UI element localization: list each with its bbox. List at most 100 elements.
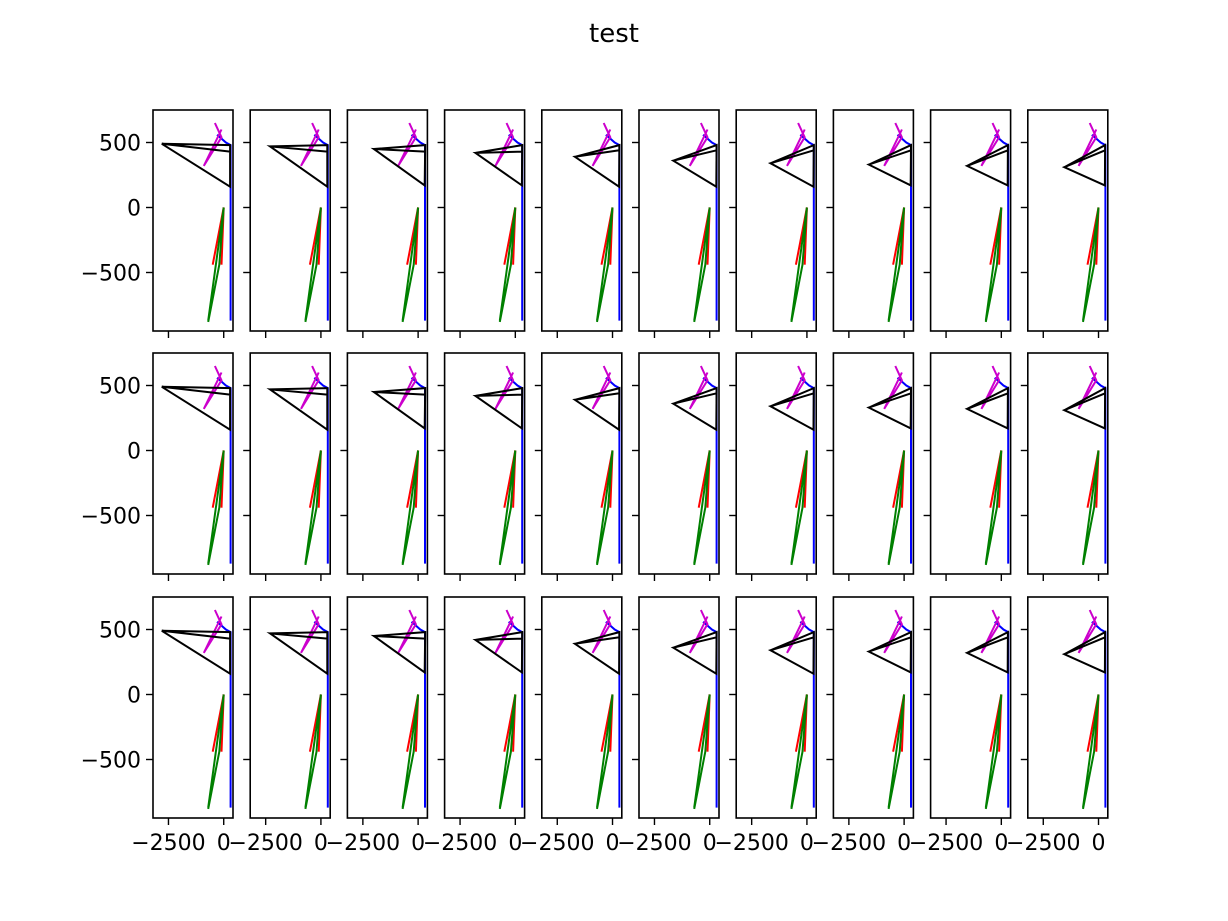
- series-shoulder: [591, 365, 612, 410]
- subplot-r3-c7: −2500 0: [714, 596, 818, 856]
- series-shoulder: [300, 122, 320, 167]
- series-right-leg: [207, 694, 225, 810]
- x-tick-label: 0: [217, 831, 231, 856]
- x-tick-label: −2500: [326, 831, 400, 856]
- subplot-r2-c10: [1020, 352, 1109, 581]
- axes-frame: [443, 352, 526, 575]
- y-tick-label: 500: [99, 619, 141, 644]
- series-head: [964, 630, 1009, 674]
- series-shoulder: [202, 609, 223, 654]
- series-right-leg: [887, 207, 906, 323]
- series-right-leg: [498, 694, 517, 810]
- x-tick-label: −2500: [520, 831, 594, 856]
- x-tick-label: −2500: [909, 831, 983, 856]
- series-shoulder: [980, 365, 1001, 410]
- series-head: [866, 386, 913, 431]
- subplot-r2-c5: [534, 352, 623, 581]
- subplot-r1-c5: [534, 109, 623, 338]
- series-shoulder: [1077, 365, 1098, 410]
- series-right-leg: [207, 450, 225, 566]
- axes-frame: [346, 596, 429, 819]
- axes-frame: [249, 109, 331, 332]
- figure-title: test: [589, 19, 639, 49]
- axes-frame: [638, 596, 720, 819]
- series-right-leg: [207, 207, 225, 323]
- series-shoulder: [202, 365, 223, 410]
- series-head: [161, 142, 232, 189]
- series-head: [266, 144, 329, 189]
- series-right-leg: [984, 450, 1003, 566]
- x-tick-label: −2500: [1006, 831, 1080, 856]
- x-tick-label: 0: [411, 831, 425, 856]
- axes-frame: [249, 596, 331, 819]
- subplot-r2-c7: [729, 352, 818, 581]
- subplot-r1-c10: [1020, 109, 1109, 338]
- axes-frame: [929, 352, 1012, 575]
- axes-frame: [735, 596, 818, 819]
- series-right-leg: [304, 207, 322, 323]
- axes-frame: [443, 596, 526, 819]
- series-head: [370, 631, 427, 675]
- series-shoulder: [300, 365, 320, 410]
- series-head: [572, 630, 621, 676]
- y-tick-label: −500: [81, 749, 141, 774]
- y-tick-label: −500: [81, 505, 141, 530]
- axes-frame: [735, 109, 818, 332]
- series-right-leg: [401, 694, 420, 810]
- series-right-leg: [304, 694, 322, 810]
- axes-frame: [152, 352, 234, 575]
- series-right-leg: [693, 694, 711, 810]
- series-right-leg: [401, 450, 420, 566]
- subplot-r3-c3: −2500 0: [326, 596, 429, 856]
- series-shoulder: [883, 365, 904, 410]
- subplot-r1-c7: [729, 109, 818, 338]
- axes-frame: [1027, 109, 1109, 332]
- axes-frame: [249, 352, 331, 575]
- subplot-r1-c4: [437, 109, 526, 338]
- y-tick-label: 500: [99, 375, 141, 400]
- axes-frame: [346, 352, 429, 575]
- series-right-leg: [596, 450, 614, 566]
- y-tick-label: 0: [127, 440, 141, 465]
- x-tick-label: −2500: [423, 831, 497, 856]
- series-right-leg: [1082, 694, 1100, 810]
- subplot-r3-c6: −2500 0: [617, 596, 720, 856]
- series-right-leg: [596, 207, 614, 323]
- series-right-leg: [984, 207, 1003, 323]
- axes-frame: [832, 109, 915, 332]
- series-right-leg: [790, 694, 808, 810]
- series-head: [472, 143, 524, 188]
- series-head: [670, 386, 718, 432]
- series-shoulder: [980, 609, 1001, 654]
- series-head: [670, 630, 718, 676]
- subplot-r3-c8: −2500 0: [812, 596, 915, 856]
- subplot-r2-c3: [340, 352, 429, 581]
- subplot-r1-c3: [340, 109, 429, 338]
- series-right-leg: [693, 207, 711, 323]
- subplot-r2-c1: 500 0 −500: [81, 352, 234, 581]
- series-shoulder: [883, 122, 904, 167]
- y-tick-label: 0: [127, 684, 141, 709]
- x-tick-label: 0: [994, 831, 1008, 856]
- axes-frame: [152, 109, 234, 332]
- x-tick-label: 0: [703, 831, 717, 856]
- series-head: [161, 629, 232, 676]
- subplot-r2-c4: [437, 352, 526, 581]
- axes-frame: [443, 109, 526, 332]
- x-tick-label: 0: [897, 831, 911, 856]
- series-head: [670, 143, 718, 189]
- axes-frame: [152, 596, 234, 819]
- axes-frame: [540, 109, 623, 332]
- series-head: [161, 385, 232, 432]
- series-head: [964, 143, 1009, 187]
- axes-frame: [735, 352, 818, 575]
- subplot-r3-c2: −2500 0: [228, 596, 331, 856]
- axes-frame: [346, 109, 429, 332]
- subplot-r2-c9: [923, 352, 1012, 581]
- series-shoulder: [883, 609, 904, 654]
- series-right-leg: [1082, 450, 1100, 566]
- x-tick-label: 0: [800, 831, 814, 856]
- x-tick-label: −2500: [812, 831, 886, 856]
- series-head: [1061, 630, 1107, 674]
